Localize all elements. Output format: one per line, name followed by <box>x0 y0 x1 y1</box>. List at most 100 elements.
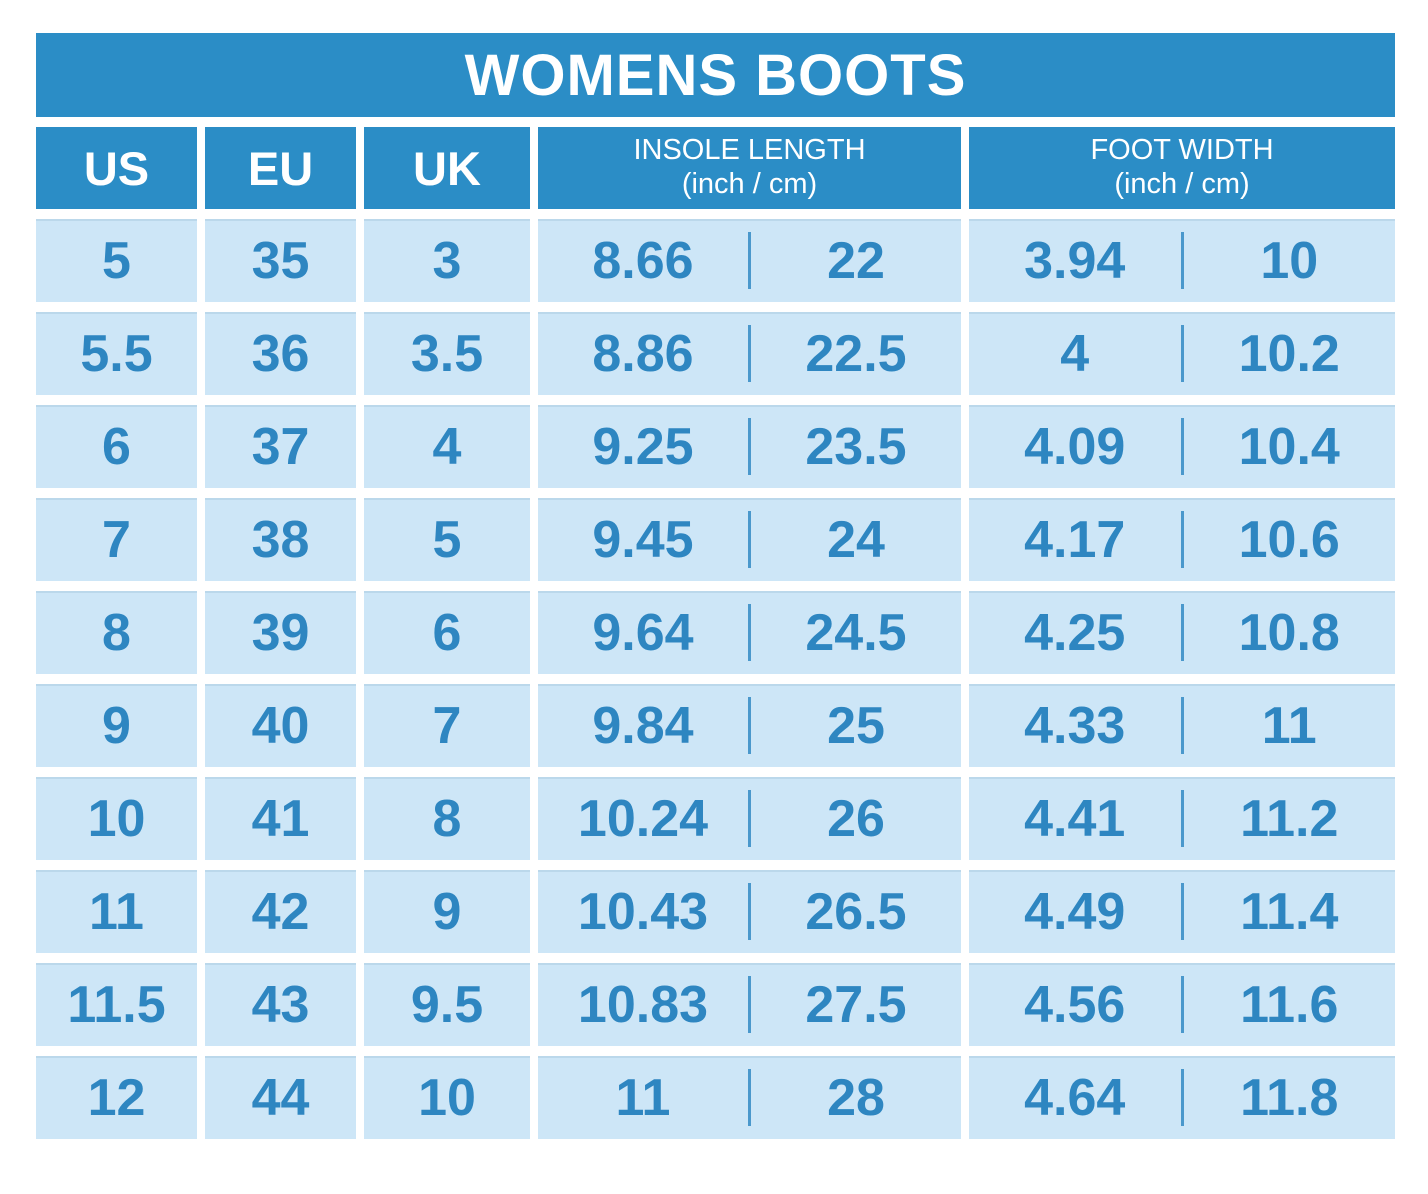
cell-foot-width: 4.56 11.6 <box>969 963 1395 1046</box>
cell-foot-width: 3.94 10 <box>969 219 1395 302</box>
divider-line <box>1180 232 1184 289</box>
insole-inch-value: 9.64 <box>592 603 694 662</box>
cell-eu-size: 35 <box>205 219 356 302</box>
width-inch-value: 3.94 <box>1024 231 1126 290</box>
divider-line <box>748 418 751 475</box>
insole-cm-value: 24 <box>827 510 885 569</box>
insole-cm-value: 22 <box>827 231 885 290</box>
cell-us-size: 7 <box>36 498 197 581</box>
insole-length-unit: (inch / cm) <box>681 168 818 200</box>
cell-foot-width: 4.64 11.8 <box>969 1056 1395 1139</box>
insole-cm-value: 25 <box>827 696 885 755</box>
cell-uk-size: 5 <box>364 498 530 581</box>
cell-insole-length: 8.86 22.5 <box>538 312 961 395</box>
width-inch-value: 4.56 <box>1024 975 1126 1034</box>
size-chart-table: WOMENS BOOTS US EU UK INSOLE LENGTH (inc… <box>36 33 1395 1139</box>
table-row: 12 44 10 11 28 4.64 11.8 <box>36 1056 1395 1139</box>
cell-us-size: 5 <box>36 219 197 302</box>
insole-cm-value: 27.5 <box>805 975 907 1034</box>
foot-width-unit: (inch / cm) <box>1114 168 1250 200</box>
divider-line <box>1180 1069 1184 1126</box>
column-header-us: US <box>36 127 197 209</box>
cell-insole-length: 10.83 27.5 <box>538 963 961 1046</box>
cell-eu-size: 36 <box>205 312 356 395</box>
insole-inch-value: 10.43 <box>577 882 709 941</box>
cell-insole-length: 10.24 26 <box>538 777 961 860</box>
cell-uk-size: 3 <box>364 219 530 302</box>
cell-insole-length: 9.84 25 <box>538 684 961 767</box>
divider-line <box>1180 418 1184 475</box>
insole-inch-value: 10.83 <box>577 975 709 1034</box>
cell-insole-length: 10.43 26.5 <box>538 870 961 953</box>
cell-insole-length: 9.64 24.5 <box>538 591 961 674</box>
table-row: 7 38 5 9.45 24 4.17 10.6 <box>36 498 1395 581</box>
column-header-insole-length: INSOLE LENGTH (inch / cm) <box>538 127 961 209</box>
cell-uk-size: 3.5 <box>364 312 530 395</box>
divider-line <box>748 604 751 661</box>
cell-eu-size: 43 <box>205 963 356 1046</box>
insole-cm-value: 26.5 <box>805 882 907 941</box>
insole-inch-value: 8.86 <box>592 324 694 383</box>
insole-cm-value: 28 <box>827 1068 885 1127</box>
cell-eu-size: 37 <box>205 405 356 488</box>
width-inch-value: 4.64 <box>1024 1068 1126 1127</box>
width-cm-value: 10.4 <box>1238 417 1340 476</box>
cell-insole-length: 9.45 24 <box>538 498 961 581</box>
divider-line <box>1180 790 1184 847</box>
insole-inch-value: 10.24 <box>577 789 709 848</box>
cell-foot-width: 4.17 10.6 <box>969 498 1395 581</box>
cell-uk-size: 9.5 <box>364 963 530 1046</box>
width-inch-value: 4.41 <box>1024 789 1126 848</box>
cell-us-size: 9 <box>36 684 197 767</box>
cell-us-size: 11 <box>36 870 197 953</box>
divider-line <box>1180 604 1184 661</box>
cell-eu-size: 38 <box>205 498 356 581</box>
width-cm-value: 10 <box>1260 231 1319 290</box>
divider-line <box>748 1069 751 1126</box>
insole-cm-value: 22.5 <box>805 324 907 383</box>
insole-cm-value: 24.5 <box>805 603 907 662</box>
cell-uk-size: 7 <box>364 684 530 767</box>
insole-cm-value: 23.5 <box>805 417 907 476</box>
width-cm-value: 11 <box>1261 696 1317 755</box>
width-inch-value: 4.09 <box>1024 417 1126 476</box>
cell-uk-size: 10 <box>364 1056 530 1139</box>
cell-foot-width: 4.49 11.4 <box>969 870 1395 953</box>
width-inch-value: 4.33 <box>1024 696 1126 755</box>
width-cm-value: 11.2 <box>1240 789 1339 848</box>
column-header-uk: UK <box>364 127 530 209</box>
insole-cm-value: 26 <box>827 789 885 848</box>
width-inch-value: 4.25 <box>1024 603 1126 662</box>
cell-foot-width: 4.41 11.2 <box>969 777 1395 860</box>
cell-us-size: 11.5 <box>36 963 197 1046</box>
cell-uk-size: 8 <box>364 777 530 860</box>
cell-us-size: 12 <box>36 1056 197 1139</box>
cell-eu-size: 39 <box>205 591 356 674</box>
cell-uk-size: 9 <box>364 870 530 953</box>
width-cm-value: 11.6 <box>1240 975 1339 1034</box>
insole-inch-value: 9.45 <box>592 510 694 569</box>
table-row: 10 41 8 10.24 26 4.41 11.2 <box>36 777 1395 860</box>
divider-line <box>748 232 751 289</box>
cell-eu-size: 42 <box>205 870 356 953</box>
cell-foot-width: 4.09 10.4 <box>969 405 1395 488</box>
width-inch-value: 4.17 <box>1024 510 1126 569</box>
divider-line <box>748 976 751 1033</box>
width-inch-value: 4.49 <box>1024 882 1126 941</box>
divider-line <box>1180 511 1184 568</box>
cell-uk-size: 4 <box>364 405 530 488</box>
cell-foot-width: 4.33 11 <box>969 684 1395 767</box>
width-cm-value: 11.8 <box>1240 1068 1339 1127</box>
table-row: 11.5 43 9.5 10.83 27.5 4.56 11.6 <box>36 963 1395 1046</box>
table-row: 6 37 4 9.25 23.5 4.09 10.4 <box>36 405 1395 488</box>
cell-us-size: 5.5 <box>36 312 197 395</box>
cell-insole-length: 9.25 23.5 <box>538 405 961 488</box>
cell-eu-size: 44 <box>205 1056 356 1139</box>
table-row: 11 42 9 10.43 26.5 4.49 11.4 <box>36 870 1395 953</box>
width-inch-value: 4 <box>1060 324 1090 383</box>
foot-width-label: FOOT WIDTH <box>1090 134 1274 167</box>
cell-insole-length: 11 28 <box>538 1056 961 1139</box>
cell-insole-length: 8.66 22 <box>538 219 961 302</box>
column-header-foot-width: FOOT WIDTH (inch / cm) <box>969 127 1395 209</box>
